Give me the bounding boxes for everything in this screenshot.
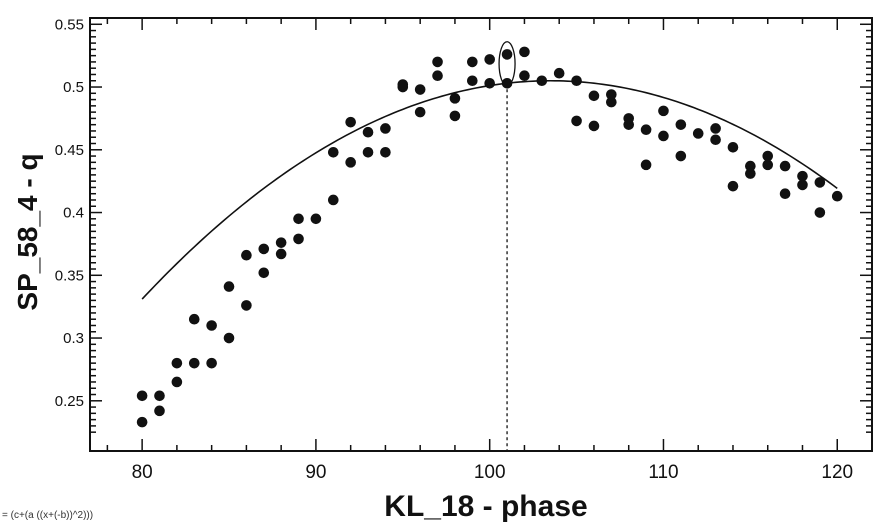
data-point — [519, 70, 530, 82]
data-point — [588, 120, 600, 132]
y-axis-title: SP_58_4 - q — [12, 153, 43, 310]
data-point — [588, 90, 600, 102]
data-point — [623, 113, 635, 124]
data-point — [727, 180, 739, 192]
data-point — [362, 126, 374, 138]
data-point — [484, 77, 495, 89]
data-point — [553, 67, 565, 79]
data-point — [414, 84, 426, 95]
data-point — [484, 54, 495, 65]
data-point — [571, 115, 582, 127]
data-point — [745, 160, 756, 172]
data-point — [831, 190, 843, 202]
data-point — [692, 128, 704, 139]
data-point — [501, 49, 513, 60]
data-point — [519, 46, 530, 58]
data-point — [797, 170, 808, 182]
data-point — [814, 177, 826, 188]
data-point — [345, 116, 356, 128]
data-point — [258, 243, 270, 255]
x-tick-label: 110 — [648, 462, 678, 483]
data-point — [380, 146, 391, 158]
data-point — [467, 75, 478, 87]
data-point — [467, 56, 478, 68]
data-point — [814, 207, 826, 218]
data-point — [293, 233, 304, 245]
data-point — [380, 123, 391, 134]
data-point — [154, 405, 165, 417]
data-point — [640, 159, 652, 171]
y-tick-label: 0.4 — [63, 205, 84, 222]
data-point — [536, 75, 548, 87]
data-point — [449, 110, 461, 122]
data-point — [501, 77, 513, 89]
data-point — [188, 313, 200, 325]
plot-area-frame — [89, 17, 873, 452]
data-point — [258, 267, 270, 279]
tick-labels: 80 90 100 110 120 0.25 0.3 0.35 0.4 0.45 0.5 0.55 — [55, 16, 853, 483]
data-point — [675, 150, 687, 162]
data-point — [727, 141, 739, 153]
data-point — [171, 376, 183, 388]
x-tick-label: 80 — [132, 462, 153, 483]
data-point — [779, 160, 791, 172]
y-tick-label: 0.55 — [55, 16, 84, 33]
data-point — [362, 146, 374, 158]
data-point — [414, 106, 426, 118]
data-point — [223, 332, 235, 344]
data-point — [154, 390, 165, 402]
y-tick-label: 0.3 — [63, 330, 84, 347]
x-tick-label: 90 — [305, 462, 326, 483]
data-point — [432, 56, 443, 68]
data-point — [293, 213, 304, 225]
data-point — [779, 188, 791, 200]
data-point — [606, 89, 617, 100]
data-point — [397, 79, 409, 90]
data-point — [640, 124, 652, 136]
data-point — [762, 150, 774, 162]
data-point — [275, 237, 287, 248]
data-point — [710, 123, 721, 134]
data-point — [797, 179, 808, 191]
data-point — [188, 357, 200, 369]
data-point — [327, 194, 339, 206]
y-tick-label: 0.25 — [55, 393, 84, 410]
data-point — [762, 159, 774, 171]
data-point — [241, 249, 252, 261]
x-tick-label: 100 — [474, 462, 506, 483]
y-tick-label: 0.5 — [63, 79, 84, 96]
y-tick-label: 0.45 — [55, 142, 84, 159]
y-tick-label: 0.35 — [55, 267, 84, 284]
data-point — [327, 146, 339, 158]
data-point — [710, 134, 721, 146]
data-point — [745, 168, 756, 179]
data-point — [658, 105, 669, 117]
data-point — [571, 75, 582, 87]
fit-formula-text: = (c+(a ((x+(-b))^2))) — [2, 510, 93, 521]
data-point — [606, 96, 617, 108]
data-point — [206, 320, 217, 331]
data-point — [136, 390, 148, 402]
data-point — [171, 357, 183, 369]
data-point — [136, 416, 148, 428]
x-axis-title: KL_18 - phase — [384, 490, 587, 522]
data-point — [310, 213, 322, 225]
data-point — [241, 300, 252, 311]
data-point — [449, 93, 461, 104]
data-point — [206, 357, 217, 369]
data-point — [223, 281, 235, 292]
data-points — [136, 46, 843, 428]
data-point — [345, 157, 356, 168]
data-point — [275, 248, 287, 260]
data-point — [675, 119, 687, 130]
data-point — [432, 70, 443, 82]
data-point — [658, 130, 669, 142]
x-tick-label: 120 — [821, 462, 853, 483]
